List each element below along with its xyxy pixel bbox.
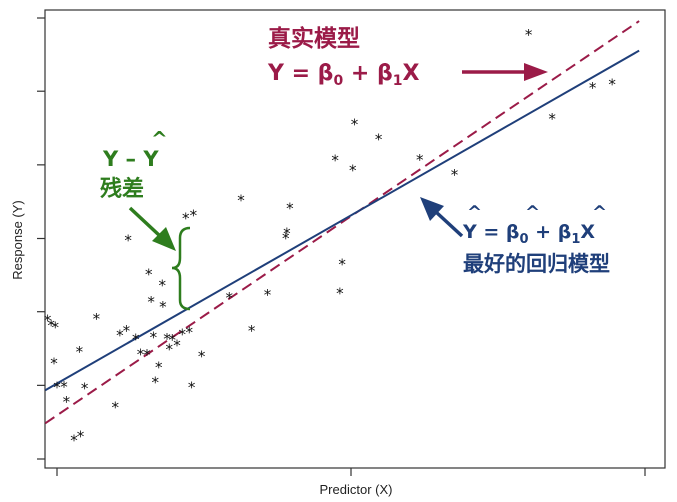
data-point: *: [77, 428, 85, 446]
data-point: *: [50, 354, 58, 372]
fit-hat-y: ^: [467, 202, 482, 223]
data-point: *: [44, 312, 52, 330]
data-point: *: [151, 373, 159, 391]
data-point: *: [190, 207, 198, 225]
fit-hat-b0: ^: [525, 202, 540, 223]
data-point: *: [186, 324, 194, 342]
data-point: *: [70, 432, 78, 450]
data-point: *: [155, 358, 163, 376]
residual-arrow: [128, 206, 176, 251]
data-point: *: [159, 298, 167, 316]
data-point: *: [145, 265, 153, 283]
true-model-label: 真实模型: [268, 25, 360, 52]
residual-brace: [171, 226, 191, 311]
y-axis-title: Response (Y): [10, 200, 25, 279]
data-point: *: [283, 224, 291, 242]
axis-ticks: [37, 17, 646, 476]
data-point: *: [124, 231, 132, 249]
data-point: *: [349, 161, 357, 179]
data-point: *: [76, 343, 84, 361]
data-point: *: [47, 316, 55, 334]
data-point: *: [264, 286, 272, 304]
data-point: *: [51, 319, 59, 337]
data-point: *: [351, 115, 359, 133]
data-point: *: [53, 379, 61, 397]
fit-formula: Y = β0 + β1X: [462, 221, 595, 247]
data-point: *: [143, 346, 151, 364]
data-point: *: [147, 293, 155, 311]
data-point: *: [163, 330, 171, 348]
data-point: *: [226, 289, 234, 307]
data-point: *: [336, 285, 344, 303]
data-point: *: [166, 340, 174, 358]
true-model-formula: Y = β0 + β1X: [267, 61, 419, 89]
residual-hat: ^: [151, 127, 168, 151]
data-point: *: [548, 110, 556, 128]
data-point: *: [111, 399, 119, 417]
fit-arrow: [420, 197, 464, 238]
data-point: *: [375, 130, 383, 148]
data-point: *: [60, 378, 68, 396]
data-point: *: [331, 152, 339, 170]
data-point: *: [63, 393, 71, 411]
data-point: *: [81, 380, 89, 398]
residual-formula: Y – Y: [102, 147, 159, 171]
data-point: *: [168, 331, 176, 349]
data-point: *: [150, 328, 158, 346]
fit-hat-x: ^: [592, 202, 607, 223]
data-point: *: [237, 192, 245, 210]
data-point: *: [525, 26, 533, 44]
model-lines: [44, 20, 640, 425]
data-point: *: [116, 327, 124, 345]
data-point: *: [173, 336, 181, 354]
x-axis-title: Predictor (X): [320, 482, 393, 497]
data-point: *: [132, 331, 140, 349]
data-point: *: [282, 230, 290, 248]
residual-label: 残差: [100, 176, 144, 202]
true-model-line: [44, 20, 640, 425]
data-point: *: [286, 200, 294, 218]
fit-label: 最好的回归模型: [463, 252, 610, 276]
true-model-arrow: [462, 63, 548, 81]
data-point: *: [182, 209, 190, 227]
data-point: *: [159, 276, 167, 294]
data-point: *: [123, 322, 131, 340]
data-point: *: [178, 325, 186, 343]
data-points: ***** ***********************************…: [44, 26, 616, 450]
data-point: *: [198, 347, 206, 365]
data-point: *: [608, 76, 616, 94]
data-point: *: [188, 379, 196, 397]
data-point: *: [416, 151, 424, 169]
data-point: *: [451, 166, 459, 184]
data-point: *: [589, 79, 597, 97]
fitted-model-line: [44, 49, 640, 392]
data-point: *: [338, 256, 346, 274]
data-point: *: [248, 322, 256, 340]
data-point: *: [137, 346, 145, 364]
data-point: *: [93, 310, 101, 328]
